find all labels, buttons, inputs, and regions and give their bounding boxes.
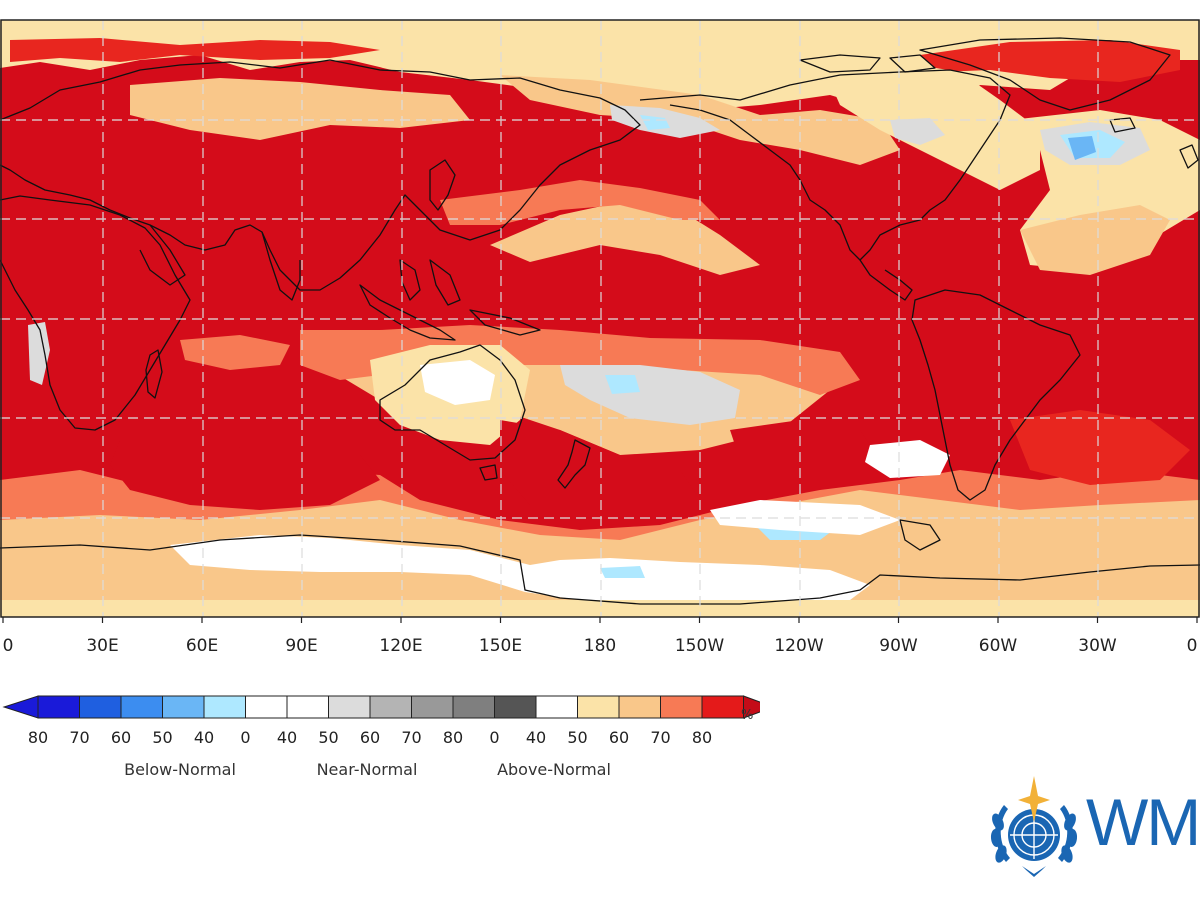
region-australia-white (420, 360, 495, 405)
legend-swatch (79, 695, 122, 719)
legend-value: 80 (27, 728, 49, 747)
legend-swatch (120, 695, 163, 719)
legend-category-near: Near-Normal (316, 760, 418, 779)
legend-arrow-right (743, 695, 760, 719)
region-antarctica-cream (0, 600, 1200, 617)
gridlines (0, 20, 1200, 617)
wmo-logo-text: WM (1086, 785, 1200, 859)
legend-value: 50 (318, 728, 339, 747)
legend-swatch (286, 695, 329, 719)
lon-tick-label: 0 (1186, 636, 1198, 656)
legend-value: 60 (608, 728, 630, 747)
lon-tick-label: 30W (1078, 636, 1117, 656)
legend-category-below: Below-Normal (124, 760, 236, 779)
legend-value: 0 (240, 728, 251, 747)
region-bering-blue (640, 115, 670, 130)
legend-value: 60 (359, 728, 381, 747)
lon-tick-label: 150E (478, 636, 523, 656)
region-greenland-red (920, 40, 1180, 82)
probability-map-svg (0, 19, 1200, 623)
legend-category-above: Above-Normal (497, 760, 611, 779)
legend-value: 70 (401, 728, 422, 747)
legend-swatch (411, 695, 454, 719)
region-antarctica-lightblue (600, 566, 645, 578)
legend-swatch (577, 695, 620, 719)
lon-tick-label: 60E (185, 636, 219, 656)
region-antarctica-white (170, 535, 870, 605)
legend-value: 50 (152, 728, 173, 747)
lon-tick-label: 180 (583, 636, 617, 656)
legend-colorbar (2, 695, 760, 719)
legend-swatch (369, 695, 412, 719)
legend-swatch (203, 695, 246, 719)
lon-tick-label: 90E (285, 636, 318, 656)
legend-value: 80 (442, 728, 464, 747)
axis-ticks (2, 617, 1198, 623)
legend-unit: % (741, 708, 754, 723)
legend-swatch (328, 695, 371, 719)
legend-swatch (660, 695, 703, 719)
legend-value: 40 (525, 728, 547, 747)
region-southern-redblob-1 (500, 420, 700, 520)
region-south-pacific-lightblue (605, 375, 640, 394)
region-south-pacific-salmon (300, 325, 860, 395)
region-eurasia-peach (130, 78, 470, 140)
legend-value: 80 (691, 728, 713, 747)
wmo-emblem-icon (990, 776, 1078, 877)
legend-swatch (618, 695, 661, 719)
lon-tick-label: 120W (774, 636, 824, 656)
lon-tick-label: 150W (674, 636, 725, 656)
legend-value: 70 (69, 728, 90, 747)
legend-value: 50 (567, 728, 588, 747)
region-south-pacific-grey (560, 365, 740, 425)
region-north-atlantic-blue (1068, 136, 1096, 160)
forecast-map: 0 30E 60E 90E 120E 150E 180 150W 120W 90W 60W 30W 0 (0, 19, 1200, 656)
lon-tick-label: 30E (86, 636, 119, 656)
legend-swatch (245, 695, 288, 719)
lon-tick-label: 0 (2, 636, 14, 656)
legend-swatch (452, 695, 495, 719)
legend: % 80 70 60 50 40 0 40 50 60 70 80 0 40 50 60 70 80 Below… (0, 690, 800, 790)
region-south-atlantic-red (1010, 410, 1190, 485)
region-hudson-grey (890, 118, 945, 145)
legend-value: 40 (276, 728, 298, 747)
region-southern-redblob-2 (110, 440, 380, 510)
region-atlantic-tongue (1020, 205, 1170, 275)
legend-swatch (494, 695, 537, 719)
legend-swatch (701, 695, 744, 719)
coastlines (0, 37, 1200, 605)
legend-value: 0 (489, 728, 500, 747)
region-south-pacific-white (865, 440, 950, 478)
region-pacific-tongue-salmon (440, 180, 720, 225)
lon-tick-label: 120E (379, 636, 423, 656)
wmo-logo: WM (984, 770, 1200, 885)
region-southern-redblob-3 (730, 420, 880, 480)
legend-swatch (162, 695, 205, 719)
legend-value: 70 (650, 728, 671, 747)
legend-swatch (37, 695, 80, 719)
legend-value: 60 (110, 728, 132, 747)
legend-value: 40 (193, 728, 215, 747)
region-indian-salmon (180, 335, 290, 370)
region-africa-grey (28, 322, 50, 385)
legend-arrow-left (2, 695, 39, 719)
lon-tick-label: 90W (879, 636, 918, 656)
legend-swatch (535, 695, 578, 719)
lon-tick-label: 60W (978, 636, 1018, 656)
